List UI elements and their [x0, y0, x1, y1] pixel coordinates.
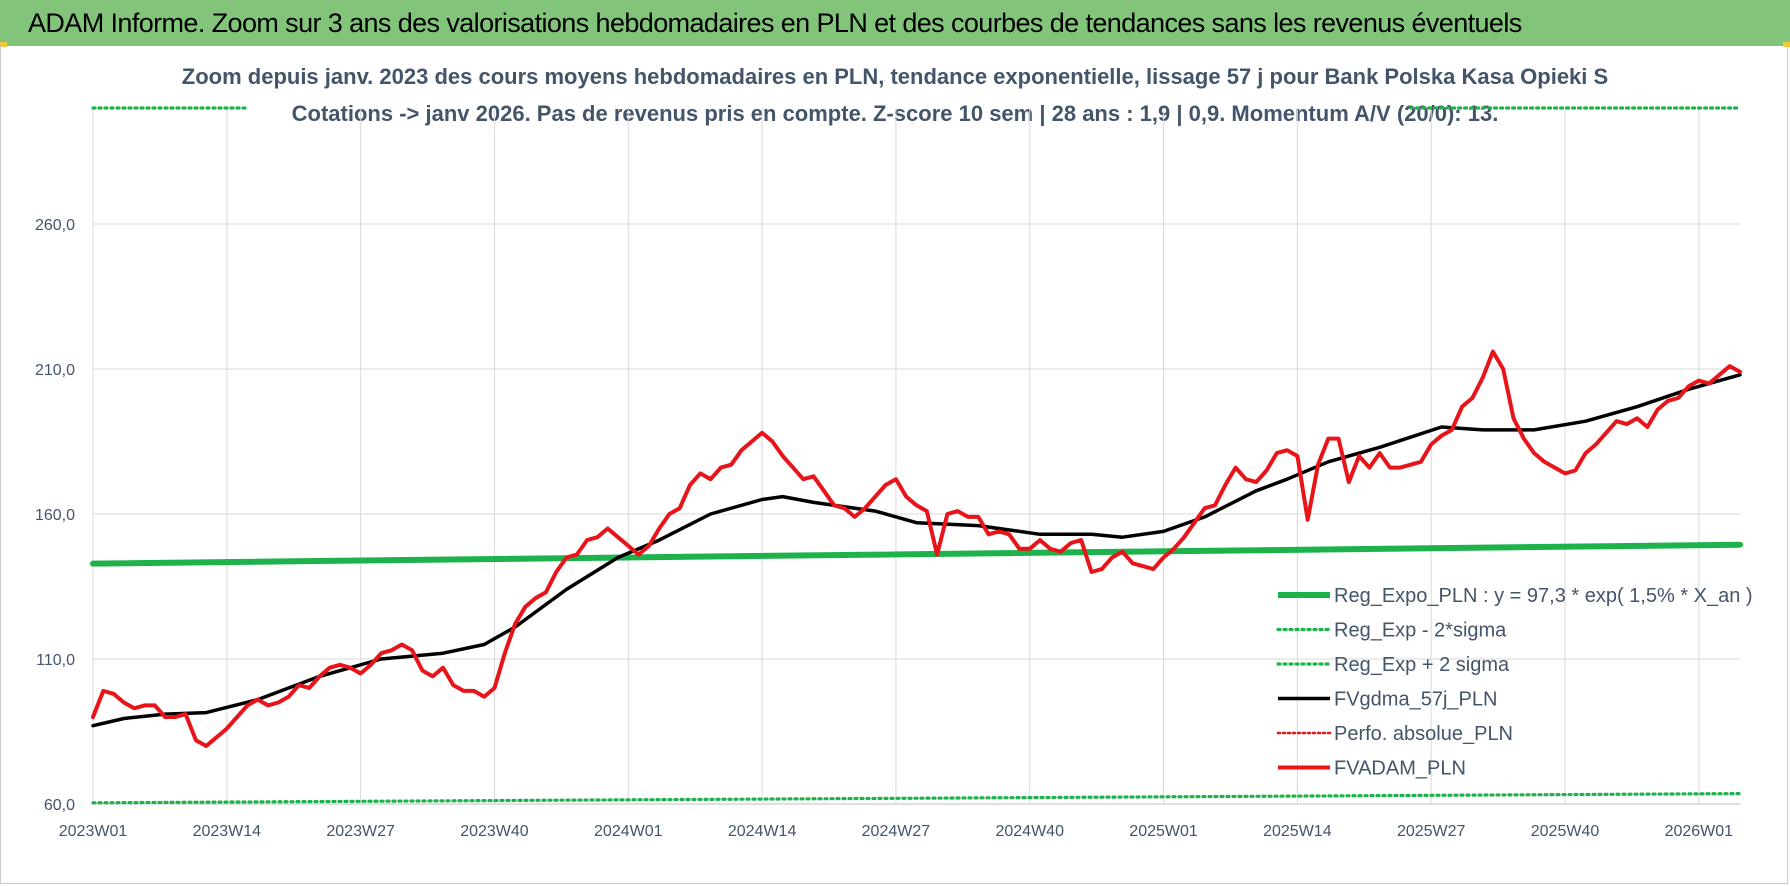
banner-corner-right: [1783, 42, 1790, 47]
sigma-low-series: [91, 791, 1742, 805]
x-tick-label: 2025W27: [1397, 823, 1466, 840]
chart: Zoom depuis janv. 2023 des cours moyens …: [35, 64, 1753, 840]
legend-reg-expo-label: Reg_Expo_PLN : y = 97,3 * exp( 1,5% * X_…: [1334, 585, 1753, 607]
legend: Reg_Expo_PLN : y = 97,3 * exp( 1,5% * X_…: [1276, 585, 1753, 780]
x-tick-label: 2024W01: [594, 823, 663, 840]
y-tick-label: 60,0: [44, 797, 75, 814]
series-layer: [90, 106, 1743, 805]
y-tick-label: 210,0: [35, 362, 75, 379]
banner-corner-left: [0, 42, 7, 47]
legend-fvgdma-label: FVgdma_57j_PLN: [1334, 689, 1497, 711]
x-tick-label: 2026W01: [1665, 823, 1734, 840]
report-title-banner: ADAM Informe. Zoom sur 3 ans des valoris…: [0, 0, 1790, 46]
gridlines: [92, 108, 1740, 805]
x-tick-label: 2024W27: [862, 823, 931, 840]
y-tick-label: 260,0: [35, 217, 75, 234]
x-tick-label: 2024W14: [728, 823, 797, 840]
chart-subtitle-line-2: Cotations -> janv 2026. Pas de revenus p…: [292, 101, 1499, 126]
fvadam-series: [91, 349, 1742, 748]
y-tick-label: 110,0: [36, 652, 75, 669]
x-tick-label: 2023W01: [59, 823, 128, 840]
x-tick-label: 2024W40: [995, 823, 1064, 840]
x-tick-label: 2025W40: [1531, 823, 1600, 840]
x-tick-label: 2023W40: [460, 823, 529, 840]
legend-fvadam-label: FVADAM_PLN: [1334, 758, 1466, 780]
chart-frame: [0, 46, 1788, 884]
x-tick-label: 2023W14: [193, 823, 262, 840]
x-tick-label: 2025W14: [1263, 823, 1332, 840]
legend-perfo-label: Perfo. absolue_PLN: [1334, 723, 1513, 745]
legend-sigma-high-label: Reg_Exp + 2 sigma: [1334, 654, 1510, 676]
chart-subtitle-line-1: Zoom depuis janv. 2023 des cours moyens …: [182, 64, 1608, 89]
x-tick-label: 2023W27: [326, 823, 395, 840]
x-tick-label: 2025W01: [1129, 823, 1198, 840]
y-tick-label: 160,0: [35, 507, 75, 524]
axis-labels: 60,0 110,0 160,0 210,0 260,0 2023W01 2023W14 20…: [35, 217, 1733, 840]
legend-sigma-low-label: Reg_Exp - 2*sigma: [1334, 620, 1507, 642]
reg-expo-series: [90, 541, 1743, 567]
